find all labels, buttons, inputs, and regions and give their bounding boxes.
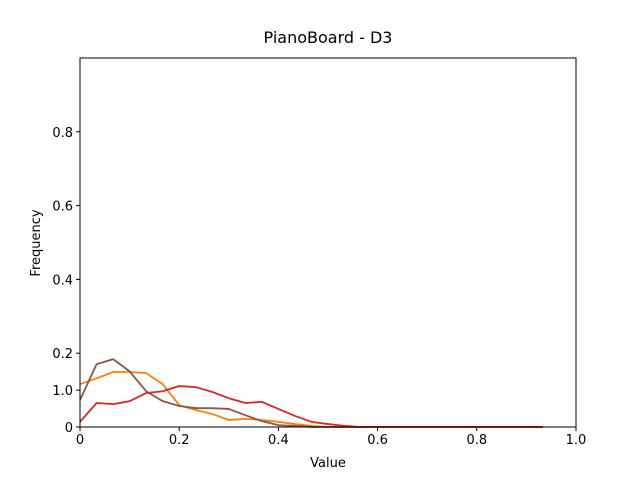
x-tick-label: 0.8: [466, 433, 487, 448]
x-tick-label: 0.2: [169, 433, 190, 448]
y-axis-label: Frequency: [29, 209, 44, 276]
chart-title: PianoBoard - D3: [264, 28, 393, 47]
y-tick-label: 1.0: [52, 384, 73, 399]
y-tick-label: 0.8: [52, 126, 73, 141]
x-tick-label: 0.6: [367, 433, 388, 448]
y-tick-label: 0.2: [52, 347, 73, 362]
x-axis-label: Value: [310, 456, 346, 471]
x-tick-label: 1.0: [566, 433, 587, 448]
y-tick-label: 0.4: [52, 273, 73, 288]
x-tick-label: 0.4: [268, 433, 289, 448]
y-tick-label: 0: [65, 421, 73, 436]
y-tick-label: 0.6: [52, 200, 73, 215]
plot-frame: [79, 57, 577, 428]
x-tick-label: 0: [76, 433, 84, 448]
